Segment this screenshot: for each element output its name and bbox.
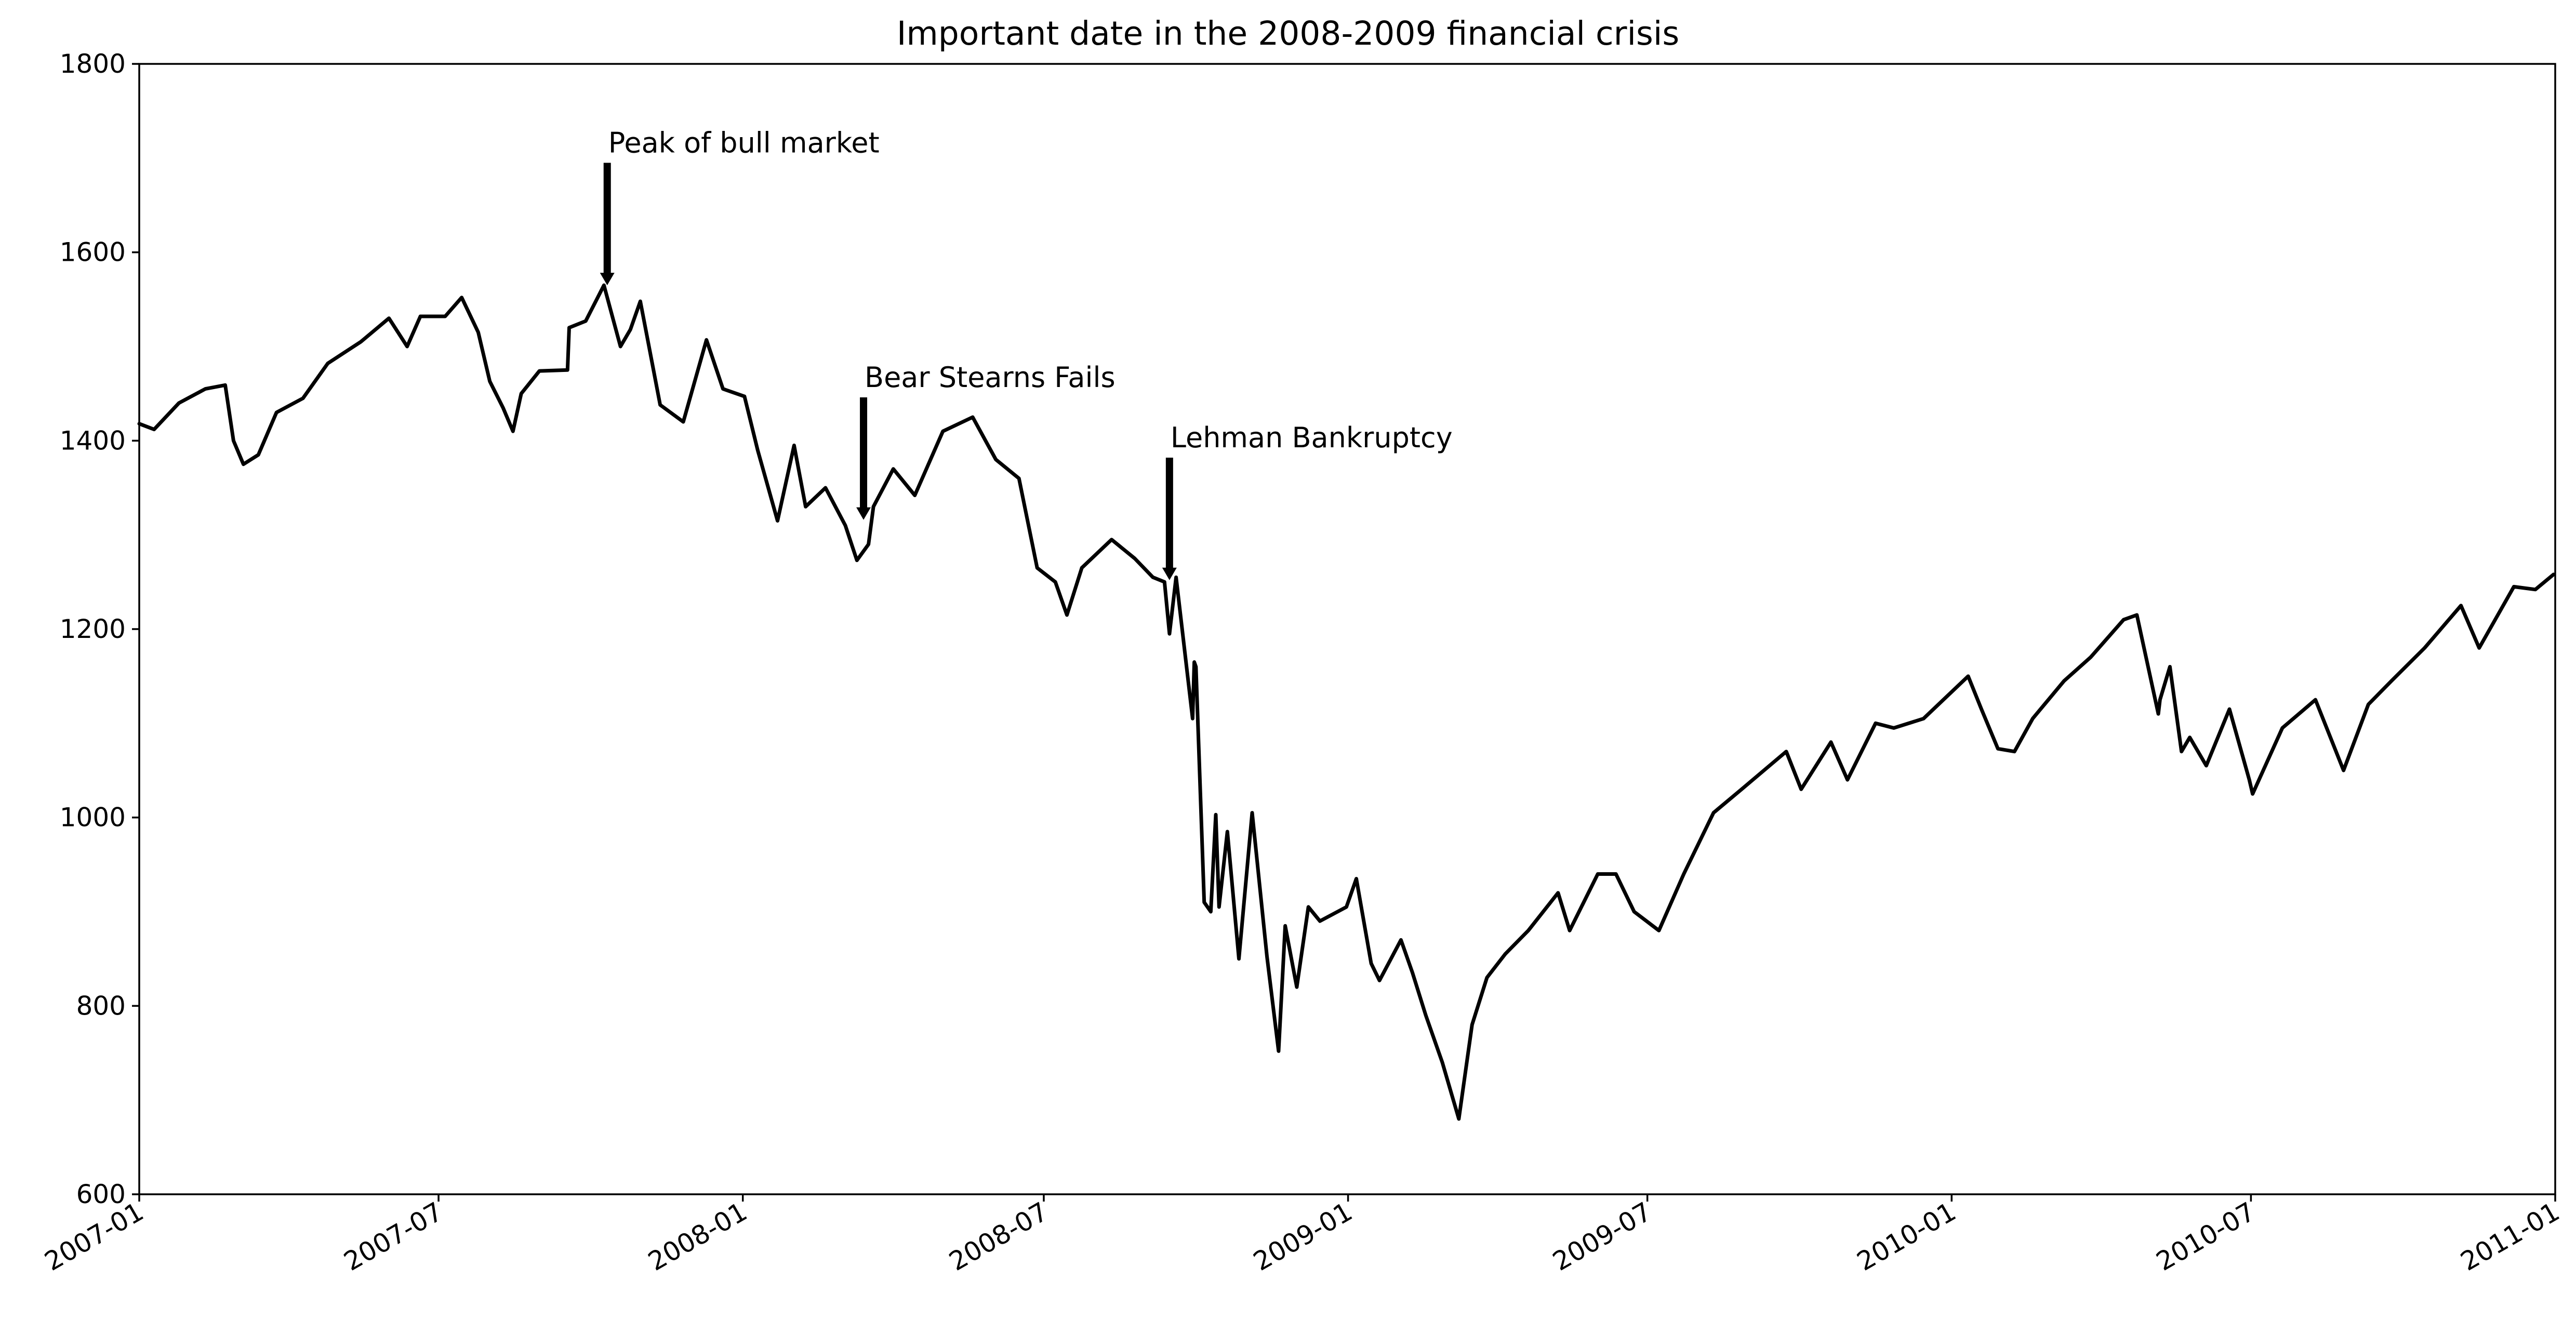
- x-tick-label: 2007-07: [339, 1196, 448, 1277]
- y-tick-label: 1800: [60, 49, 126, 79]
- y-tick-label: 800: [76, 991, 126, 1021]
- annotation-arrow-shaft: [1165, 457, 1173, 569]
- y-tick-label: 1200: [60, 614, 126, 644]
- annotation-1: Bear Stearns Fails: [856, 361, 1116, 520]
- x-tick-label: 2011-01: [2455, 1196, 2565, 1277]
- x-tick-label: 2010-07: [2151, 1196, 2260, 1277]
- annotation-label: Bear Stearns Fails: [865, 361, 1116, 394]
- plot-layer: [137, 283, 2556, 1121]
- annotation-arrow-head: [600, 273, 615, 286]
- x-tick-label: 2009-01: [1249, 1196, 1358, 1277]
- y-tick-label: 1000: [60, 803, 126, 833]
- annotation-arrow-shaft: [860, 397, 868, 509]
- y-tick-label: 1400: [60, 425, 126, 456]
- annotation-0: Peak of bull market: [600, 126, 880, 286]
- annotation-arrow-shaft: [603, 163, 611, 274]
- annotation-2: Lehman Bankruptcy: [1162, 421, 1453, 580]
- annotation-layer: Peak of bull market Bear Stearns Fails Leh…: [600, 126, 1453, 580]
- annotation-arrow-head: [856, 507, 871, 520]
- annotation-label: Lehman Bankruptcy: [1171, 421, 1453, 454]
- y-tick-label: 1600: [60, 237, 126, 268]
- price-series-line-0: [137, 283, 2556, 1121]
- plot-frame: [138, 63, 2556, 1195]
- chart-title: Important date in the 2008-2009 financia…: [897, 15, 1679, 52]
- x-tick-label: 2010-01: [1852, 1196, 1961, 1277]
- x-tick-label: 2008-07: [944, 1196, 1053, 1277]
- annotation-arrow-head: [1162, 567, 1177, 580]
- x-tick-label: 2009-07: [1548, 1196, 1657, 1277]
- x-tick-label: 2008-01: [643, 1196, 752, 1277]
- y-tick-label: 600: [76, 1179, 126, 1209]
- annotation-label: Peak of bull market: [608, 126, 880, 159]
